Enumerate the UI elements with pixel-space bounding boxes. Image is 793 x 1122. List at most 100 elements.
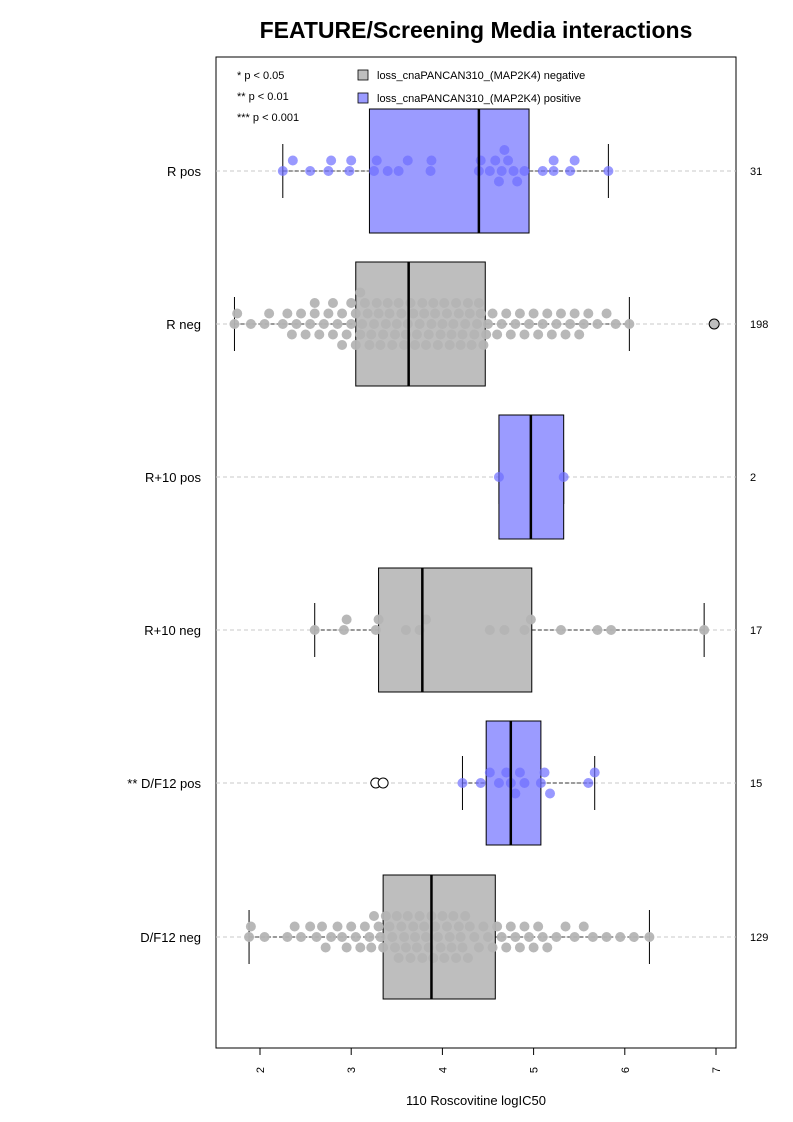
data-point bbox=[514, 767, 525, 778]
x-tick-label: 4 bbox=[437, 1067, 449, 1073]
data-point bbox=[535, 778, 546, 788]
data-point bbox=[533, 921, 544, 932]
data-point bbox=[545, 788, 556, 799]
data-point bbox=[448, 911, 459, 921]
data-point bbox=[448, 319, 459, 329]
data-point bbox=[469, 932, 480, 942]
group-count: 198 bbox=[750, 319, 768, 331]
group-count: 2 bbox=[750, 472, 756, 484]
data-point bbox=[373, 614, 384, 625]
data-point bbox=[391, 911, 402, 921]
data-point bbox=[451, 953, 462, 963]
data-point bbox=[362, 308, 373, 319]
data-point bbox=[457, 778, 468, 788]
data-point bbox=[493, 176, 504, 187]
data-point bbox=[346, 298, 357, 308]
data-point bbox=[455, 932, 466, 942]
data-point bbox=[592, 319, 603, 329]
data-point bbox=[311, 932, 322, 942]
data-point bbox=[423, 329, 434, 340]
data-point bbox=[430, 308, 441, 319]
data-point bbox=[387, 340, 398, 350]
data-point bbox=[291, 319, 302, 329]
legend: * p < 0.05 ** p < 0.01 *** p < 0.001 loss_c… bbox=[237, 69, 585, 124]
data-point bbox=[371, 298, 382, 308]
data-point bbox=[583, 778, 594, 788]
legend-label: loss_cnaPANCAN310_(MAP2K4) negative bbox=[377, 70, 585, 82]
data-point bbox=[578, 319, 589, 329]
data-point bbox=[369, 166, 379, 176]
x-tick-label: 3 bbox=[346, 1067, 358, 1073]
data-point bbox=[555, 308, 566, 319]
data-point bbox=[569, 932, 580, 942]
data-point bbox=[519, 778, 530, 788]
data-point bbox=[484, 625, 495, 635]
data-point bbox=[309, 308, 320, 319]
data-point bbox=[402, 155, 413, 166]
data-point bbox=[264, 308, 275, 319]
x-axis: 2 3 4 5 6 7 bbox=[255, 1047, 723, 1073]
outlier-point bbox=[708, 318, 720, 330]
data-point bbox=[305, 319, 316, 329]
box-group: D/F12 neg 129 bbox=[140, 874, 768, 1000]
data-point bbox=[644, 932, 655, 942]
data-point bbox=[370, 625, 381, 635]
box-groups: R pos 31 R neg 198 R+10 pos 2 R+10 neg 17 ** D/F… bbox=[127, 108, 768, 1000]
data-point bbox=[505, 921, 516, 932]
data-point bbox=[327, 329, 338, 340]
data-point bbox=[366, 942, 377, 953]
box-group: ** D/F12 pos 15 bbox=[127, 720, 762, 846]
data-point bbox=[437, 319, 448, 329]
data-point bbox=[296, 308, 307, 319]
data-point bbox=[439, 953, 450, 963]
data-point bbox=[514, 942, 525, 953]
data-point bbox=[417, 298, 428, 308]
legend-swatch bbox=[357, 69, 369, 81]
data-point bbox=[496, 932, 507, 942]
data-point bbox=[478, 340, 489, 350]
data-point bbox=[326, 155, 337, 166]
data-point bbox=[601, 308, 612, 319]
data-point bbox=[574, 329, 585, 340]
box-group: R pos 31 bbox=[167, 108, 762, 234]
data-point bbox=[375, 932, 386, 942]
data-point bbox=[350, 340, 361, 350]
group-count: 15 bbox=[750, 778, 762, 790]
data-point bbox=[405, 953, 416, 963]
data-point bbox=[400, 942, 411, 953]
data-point bbox=[399, 340, 410, 350]
data-point bbox=[371, 155, 382, 166]
data-point bbox=[444, 340, 455, 350]
data-point bbox=[428, 298, 439, 308]
data-point bbox=[277, 319, 288, 329]
data-point bbox=[384, 308, 395, 319]
data-point bbox=[350, 308, 361, 319]
data-point bbox=[475, 308, 486, 319]
data-point bbox=[396, 308, 407, 319]
data-point bbox=[410, 340, 421, 350]
data-point bbox=[355, 942, 366, 953]
significance-legend-item: ** p < 0.01 bbox=[237, 91, 289, 103]
data-point bbox=[425, 166, 436, 176]
significance-legend-item: * p < 0.05 bbox=[237, 70, 284, 82]
data-point bbox=[337, 932, 348, 942]
group-label: D/F12 neg bbox=[140, 930, 201, 945]
data-point bbox=[417, 953, 428, 963]
x-axis-label: 110 Roscovitine logIC50 bbox=[406, 1093, 546, 1108]
data-point bbox=[560, 329, 571, 340]
data-point bbox=[519, 329, 530, 340]
data-point bbox=[426, 155, 437, 166]
data-point bbox=[414, 911, 425, 921]
data-point bbox=[317, 921, 328, 932]
data-point bbox=[300, 329, 311, 340]
data-point bbox=[337, 308, 348, 319]
data-point bbox=[466, 340, 477, 350]
data-point bbox=[615, 932, 626, 942]
data-point bbox=[399, 932, 410, 942]
data-point bbox=[277, 166, 288, 176]
data-point bbox=[496, 319, 507, 329]
data-point bbox=[411, 942, 422, 953]
data-point bbox=[453, 921, 464, 932]
data-point bbox=[380, 319, 391, 329]
data-point bbox=[484, 767, 495, 778]
